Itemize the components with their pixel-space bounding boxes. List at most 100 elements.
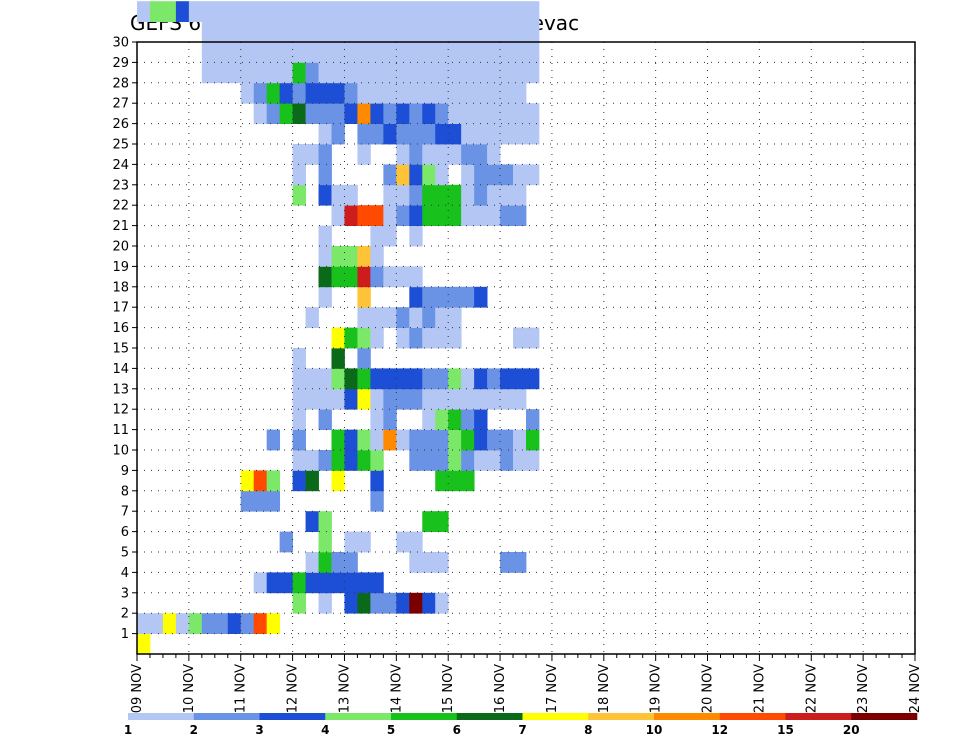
- y-tick-label: 8: [121, 484, 129, 499]
- heatmap-cell: [396, 327, 410, 349]
- heatmap-cell: [448, 388, 462, 410]
- heatmap-cell: [227, 42, 242, 63]
- heatmap-cell: [396, 531, 410, 553]
- heatmap-cell: [396, 368, 410, 390]
- heatmap-cell: [435, 307, 449, 328]
- heatmap-cell: [474, 103, 488, 124]
- heatmap-cell: [474, 286, 488, 308]
- heatmap-cell: [292, 1, 306, 22]
- heatmap-cell: [357, 368, 371, 390]
- heatmap-cell: [266, 1, 281, 22]
- heatmap-cell: [292, 388, 306, 410]
- heatmap-cell: [435, 42, 449, 63]
- colorbar-legend: 1 2 3 4 5 6 7 8 10 12 15 20: [124, 713, 918, 737]
- colorbar-segment: [785, 713, 852, 720]
- heatmap-cell: [357, 348, 371, 369]
- heatmap-cell: [175, 613, 190, 634]
- heatmap-cell: [409, 123, 423, 145]
- y-tick-label: 11: [112, 423, 129, 438]
- heatmap-cell: [526, 42, 540, 63]
- heatmap-cell: [513, 42, 527, 63]
- heatmap-cell: [383, 266, 397, 288]
- heatmap-cell: [435, 368, 449, 390]
- heatmap-cell: [344, 327, 358, 349]
- heatmap-cell: [344, 552, 358, 573]
- heatmap-cell: [448, 286, 462, 308]
- heatmap-cell: [435, 21, 449, 43]
- heatmap-cell: [513, 62, 527, 84]
- colorbar-label: 3: [255, 723, 263, 737]
- y-tick-label: 14: [112, 362, 129, 377]
- y-tick-label: 27: [112, 97, 129, 112]
- heatmap-cell: [409, 42, 423, 63]
- colorbar-label: 8: [584, 723, 592, 737]
- colorbar-segment: [128, 713, 195, 720]
- heatmap-cell: [357, 286, 371, 308]
- heatmap-cell: [370, 1, 384, 22]
- heatmap-cell: [292, 164, 306, 186]
- heatmap-cell: [357, 42, 371, 63]
- heatmap-cell: [435, 552, 449, 573]
- heatmap-cell: [227, 62, 242, 84]
- heatmap-cell: [344, 62, 358, 84]
- heatmap-cell: [318, 42, 332, 63]
- heatmap-cell: [344, 450, 358, 471]
- heatmap-cell: [500, 450, 514, 471]
- heatmap-cell: [344, 592, 358, 614]
- heatmap-cell: [344, 103, 358, 124]
- heatmap-cell: [396, 62, 410, 84]
- heatmap-cell: [253, 42, 268, 63]
- heatmap-cell: [422, 103, 436, 124]
- heatmap-cell: [461, 429, 475, 451]
- x-tick-label: 13 NOV: [337, 664, 352, 713]
- heatmap-cell: [370, 388, 384, 410]
- colorbar-label: 20: [843, 723, 860, 737]
- heatmap-cell: [370, 490, 384, 512]
- heatmap-cell: [474, 205, 488, 226]
- heatmap-cell: [370, 123, 384, 145]
- heatmap-cell: [240, 21, 255, 43]
- heatmap-cell: [422, 42, 436, 63]
- y-tick-label: 15: [112, 342, 129, 357]
- heatmap-cell: [279, 1, 293, 22]
- heatmap-cell: [383, 225, 397, 247]
- heatmap-cell: [253, 470, 268, 492]
- heatmap-cell: [513, 429, 527, 451]
- heatmap-cell: [253, 613, 268, 634]
- heatmap-cell: [474, 21, 488, 43]
- heatmap-cell: [357, 592, 371, 614]
- heatmap-cell: [448, 184, 462, 206]
- heatmap-cell: [149, 1, 164, 22]
- heatmap-cell: [331, 205, 345, 226]
- heatmap-cell: [318, 164, 332, 186]
- heatmap-cell: [435, 470, 449, 492]
- x-tick-label: 20 NOV: [701, 664, 716, 713]
- y-tick-label: 9: [121, 464, 129, 479]
- heatmap-cell: [422, 123, 436, 145]
- heatmap-cell: [409, 388, 423, 410]
- heatmap-cell: [240, 62, 255, 84]
- heatmap-cell: [266, 103, 281, 124]
- y-tick-label: 10: [112, 444, 129, 459]
- heatmap-cell: [279, 62, 293, 84]
- heatmap-cell: [448, 21, 462, 43]
- heatmap-cell: [383, 592, 397, 614]
- heatmap-cell: [500, 184, 514, 206]
- heatmap-cell: [383, 368, 397, 390]
- heatmap-cell: [422, 1, 436, 22]
- heatmap-cell: [448, 82, 462, 104]
- heatmap-cell: [409, 286, 423, 308]
- heatmap-cell: [370, 103, 384, 124]
- heatmap-cell: [331, 21, 345, 43]
- heatmap-cell: [474, 409, 488, 430]
- heatmap-cell: [448, 368, 462, 390]
- heatmap-cell: [292, 184, 306, 206]
- heatmap-cell: [253, 62, 268, 84]
- heatmap-cell: [357, 388, 371, 410]
- heatmap-cell: [318, 531, 332, 553]
- heatmap-cell: [331, 327, 345, 349]
- x-tick-label: 21 NOV: [752, 664, 767, 713]
- heatmap-cell: [344, 531, 358, 553]
- heatmap-cell: [435, 144, 449, 165]
